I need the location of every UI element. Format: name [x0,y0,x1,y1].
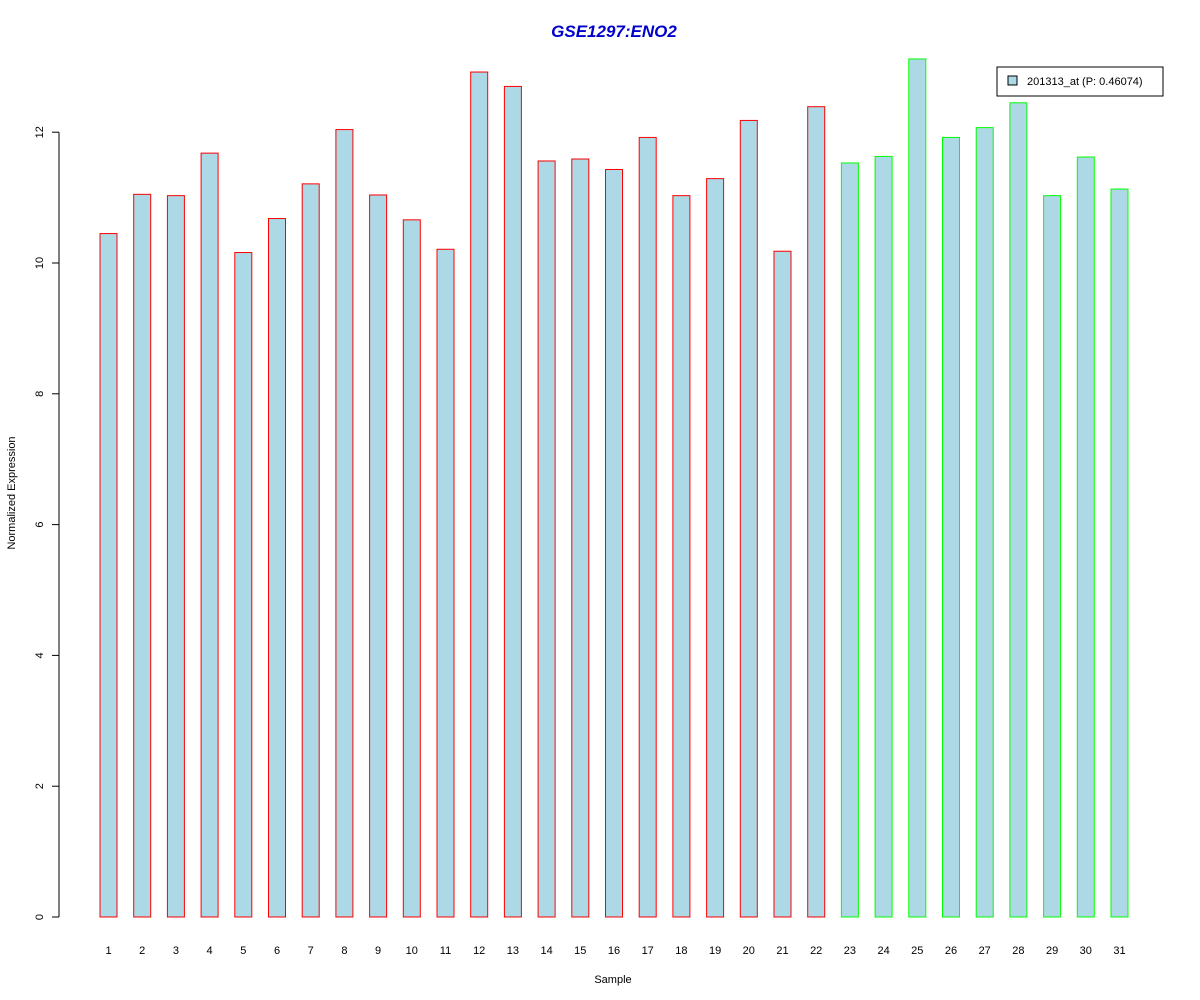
bar [571,158,590,918]
bar [335,129,354,918]
bar [840,162,859,918]
bar [1043,195,1062,918]
bar [638,136,657,918]
bar [739,119,758,918]
bar [672,195,691,918]
x-tick-label: 28 [1012,945,1024,957]
bar [1009,102,1028,918]
x-tick-label: 19 [709,945,721,957]
x-tick-label: 11 [440,945,451,957]
bar [807,106,826,918]
x-tick-label: 29 [1046,945,1058,957]
bar [975,127,994,918]
x-tick-label: 31 [1113,945,1125,957]
x-tick-label: 9 [375,945,381,957]
bar [268,218,286,918]
bar [133,193,152,918]
x-tick-label: 6 [274,945,280,957]
y-axis-label: Normalized Expression [6,436,18,549]
legend-swatch [1007,75,1018,86]
y-tick-label: 8 [34,391,46,397]
bar [942,136,960,918]
x-tick-label: 20 [743,945,755,957]
x-tick-label: 16 [608,945,620,957]
chart-title: GSE1297:ENO2 [551,22,677,41]
x-tick-label: 17 [642,945,654,957]
x-tick-label: 23 [844,945,856,957]
x-tick-label: 8 [341,945,347,957]
legend-box [996,66,1164,97]
x-tick-label: 2 [139,945,145,957]
x-tick-label: 5 [240,945,246,957]
x-tick-label: 12 [473,945,485,957]
x-axis-label: Sample [594,974,631,986]
x-tick-label: 26 [945,945,957,957]
x-tick-label: 18 [675,945,687,957]
bar [436,248,455,918]
legend-series-label: 201313_at (P: 0.46074) [1027,76,1143,88]
bar [605,168,623,918]
bar [234,252,253,918]
bar [1110,188,1129,918]
x-tick-label: 27 [979,945,991,957]
y-tick-label: 0 [34,914,46,920]
bar [908,58,927,918]
x-tick-label: 10 [406,945,418,957]
x-tick-label: 3 [173,945,179,957]
bar [537,160,556,918]
y-tick-label: 12 [34,126,46,138]
legend: 201313_at (P: 0.46074) [996,66,1164,97]
y-tick-label: 6 [34,522,46,528]
bar [200,152,219,918]
y-axis: 0 2 4 6 8 10 12 [34,126,60,920]
x-tick-label: 14 [540,945,552,957]
x-tick-label: 4 [207,945,213,957]
x-tick-label: 13 [507,945,519,957]
x-tick-label: 1 [105,945,111,957]
bar [301,183,320,918]
x-tick-label: 21 [776,945,788,957]
y-tick-label: 2 [34,783,46,789]
bars [99,58,1129,918]
bar [402,219,421,918]
x-tick-label: 22 [810,945,822,957]
x-tick-label: 30 [1080,945,1092,957]
bar [773,250,792,918]
x-tick-label: 15 [574,945,586,957]
bar [503,85,522,918]
bar [99,233,118,918]
y-tick-label: 4 [34,652,46,658]
x-tick-label: 24 [877,945,889,957]
x-tick-label: 7 [308,945,314,957]
bar [706,178,725,918]
x-tick-label: 25 [911,945,923,957]
y-tick-label: 10 [34,257,46,269]
bar [1076,156,1095,918]
bar [470,71,489,918]
bar [874,155,893,918]
bar [369,194,388,918]
bar [166,195,185,918]
x-tick-labels: 1 2 3 4 5 6 7 8 9 10 11 12 13 14 15 16 17 18 19 20 21 22 23 24 2… [105,945,1125,957]
